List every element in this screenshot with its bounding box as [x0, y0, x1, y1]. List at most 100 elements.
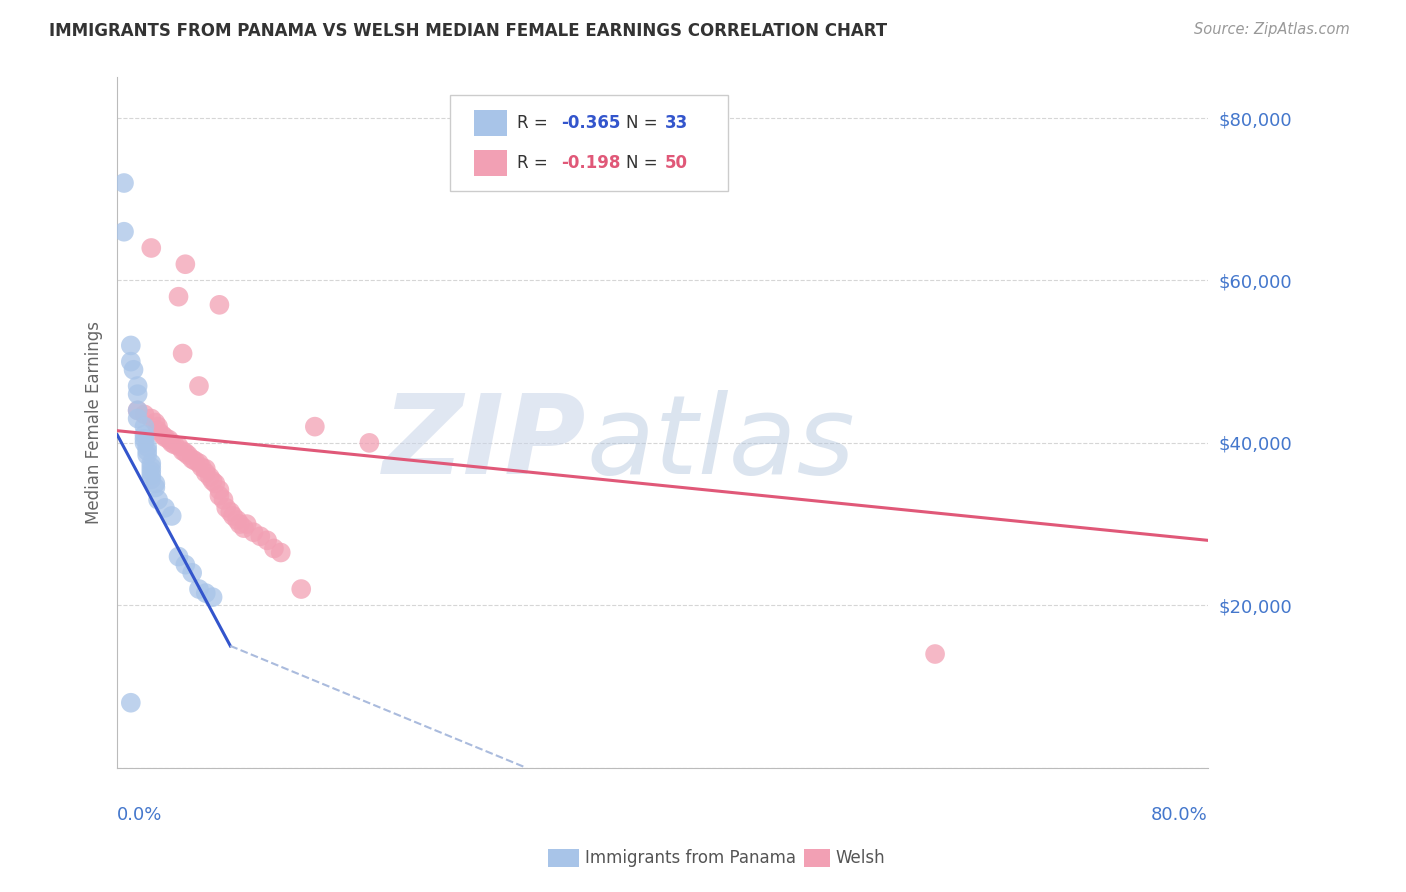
Point — [190, 460, 212, 475]
Point — [136, 448, 159, 462]
Point — [136, 444, 159, 458]
Point — [141, 464, 163, 478]
Point — [201, 590, 224, 604]
Point — [235, 517, 257, 532]
Point — [134, 432, 156, 446]
Text: -0.198: -0.198 — [561, 154, 620, 172]
Point — [219, 505, 242, 519]
Y-axis label: Median Female Earnings: Median Female Earnings — [86, 321, 103, 524]
Point — [256, 533, 278, 548]
Point — [157, 433, 180, 447]
Point — [198, 470, 221, 484]
Point — [208, 298, 231, 312]
Point — [226, 513, 249, 527]
Point — [174, 445, 197, 459]
Point — [167, 549, 190, 564]
Point — [174, 257, 197, 271]
Point — [146, 492, 169, 507]
Point — [194, 586, 217, 600]
Point — [153, 430, 176, 444]
Text: N =: N = — [627, 114, 664, 132]
Point — [270, 545, 292, 559]
Point — [208, 483, 231, 497]
Point — [146, 424, 169, 438]
Point — [127, 379, 149, 393]
Text: Immigrants from Panama: Immigrants from Panama — [585, 849, 796, 867]
Point — [120, 354, 142, 368]
Point — [150, 427, 173, 442]
Text: 33: 33 — [665, 114, 688, 132]
Point — [112, 225, 135, 239]
Point — [134, 427, 156, 442]
Point — [146, 419, 169, 434]
Point — [127, 403, 149, 417]
Bar — [474, 150, 506, 176]
Point — [215, 500, 238, 515]
Point — [188, 456, 211, 470]
Point — [194, 466, 217, 480]
Text: ZIP: ZIP — [382, 390, 586, 497]
Point — [174, 558, 197, 572]
Point — [127, 403, 149, 417]
Point — [136, 440, 159, 454]
Text: R =: R = — [517, 114, 554, 132]
Point — [359, 435, 381, 450]
Point — [172, 444, 194, 458]
Point — [127, 411, 149, 425]
Point — [143, 481, 166, 495]
Point — [181, 452, 204, 467]
Text: 50: 50 — [665, 154, 688, 172]
Point — [141, 411, 163, 425]
Point — [188, 379, 211, 393]
Point — [120, 696, 142, 710]
Point — [143, 476, 166, 491]
Point — [167, 439, 190, 453]
Text: IMMIGRANTS FROM PANAMA VS WELSH MEDIAN FEMALE EARNINGS CORRELATION CHART: IMMIGRANTS FROM PANAMA VS WELSH MEDIAN F… — [49, 22, 887, 40]
Point — [167, 290, 190, 304]
Point — [263, 541, 285, 556]
Text: R =: R = — [517, 154, 554, 172]
Point — [242, 525, 264, 540]
Point — [163, 437, 186, 451]
Point — [304, 419, 326, 434]
Point — [290, 582, 312, 596]
Point — [188, 582, 211, 596]
Point — [160, 508, 183, 523]
Point — [141, 456, 163, 470]
Point — [141, 241, 163, 255]
Point — [134, 408, 156, 422]
Point — [127, 387, 149, 401]
Text: Welsh: Welsh — [835, 849, 884, 867]
Text: N =: N = — [627, 154, 664, 172]
Point — [143, 416, 166, 430]
Bar — [474, 110, 506, 136]
Point — [212, 492, 235, 507]
Text: atlas: atlas — [586, 390, 855, 497]
Point — [184, 454, 207, 468]
Text: -0.365: -0.365 — [561, 114, 620, 132]
Text: Source: ZipAtlas.com: Source: ZipAtlas.com — [1194, 22, 1350, 37]
Point — [153, 500, 176, 515]
Point — [172, 346, 194, 360]
Point — [204, 476, 226, 491]
Point — [249, 529, 271, 543]
Text: 0.0%: 0.0% — [117, 805, 163, 823]
Point — [177, 448, 200, 462]
Point — [208, 489, 231, 503]
Text: 80.0%: 80.0% — [1152, 805, 1208, 823]
Point — [229, 517, 252, 532]
Point — [233, 521, 256, 535]
Point — [160, 435, 183, 450]
Point — [134, 435, 156, 450]
Point — [181, 566, 204, 580]
Point — [141, 468, 163, 483]
Point — [222, 508, 245, 523]
FancyBboxPatch shape — [450, 95, 728, 191]
Point — [924, 647, 946, 661]
Point — [194, 462, 217, 476]
Point — [134, 419, 156, 434]
Point — [141, 460, 163, 475]
Point — [120, 338, 142, 352]
Point — [122, 363, 145, 377]
Point — [201, 474, 224, 488]
